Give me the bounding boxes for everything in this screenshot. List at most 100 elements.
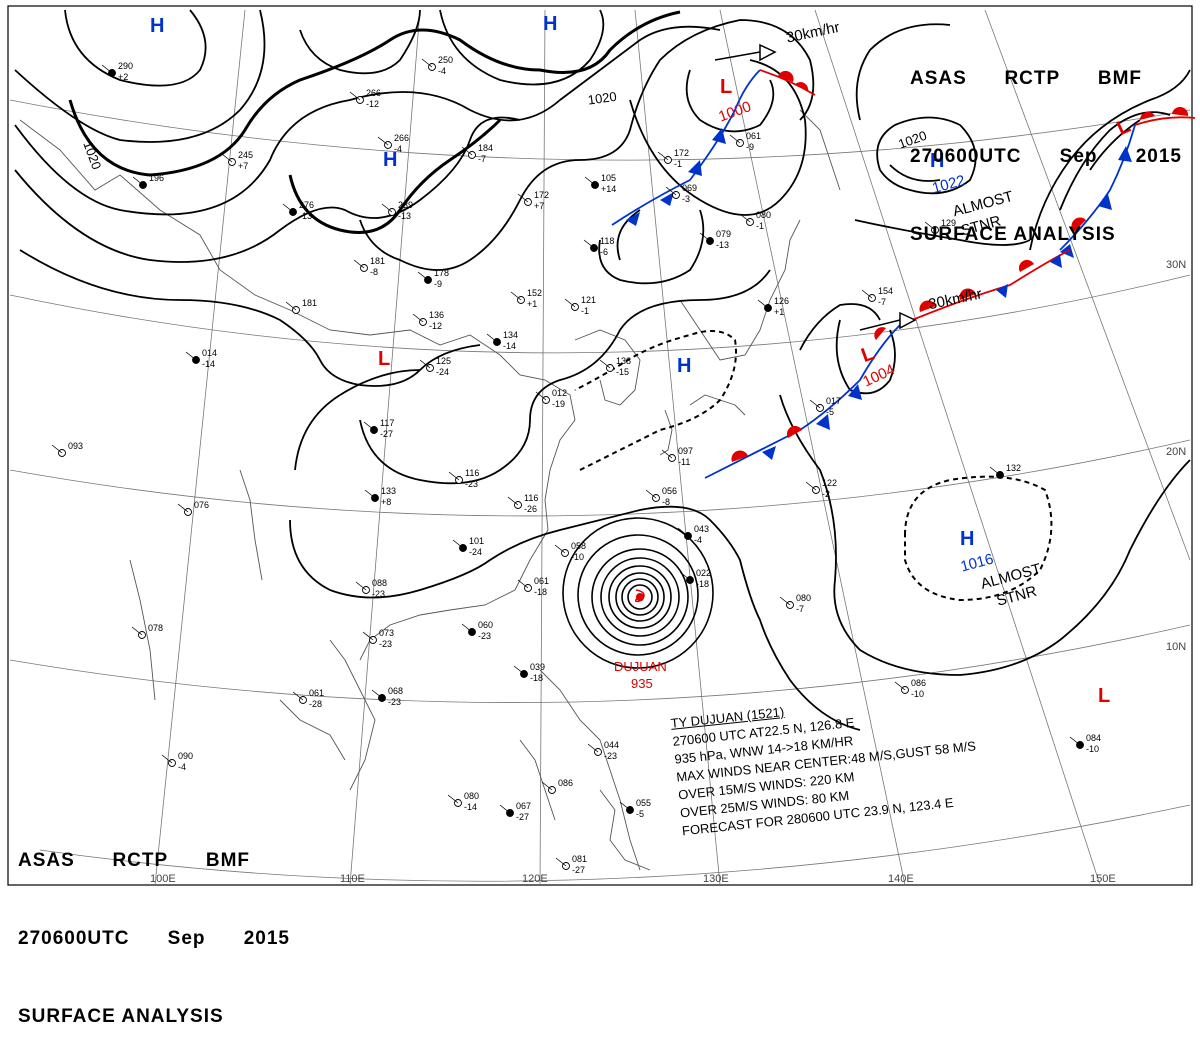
station-tendency: -15: [616, 367, 629, 377]
station-plot: 060-23: [461, 620, 493, 641]
lon-label-140e: 140E: [888, 873, 914, 885]
station-pressure: 239: [398, 200, 413, 210]
wind-barb: [221, 153, 233, 163]
warm-front-east: [1071, 106, 1196, 232]
wind-barb: [419, 359, 431, 369]
station-plot: 181-8: [353, 256, 385, 277]
low-center-5: L: [1098, 685, 1110, 707]
station-plot: 044-23: [587, 740, 619, 761]
station-pressure: 097: [678, 446, 693, 456]
station-plot: 118-6: [583, 236, 614, 257]
station-tendency: +14: [601, 184, 616, 194]
station-plot: 069-3: [665, 183, 697, 204]
station-plot: 090-4: [161, 751, 193, 772]
station-plot: 136-12: [412, 310, 444, 331]
wind-barb: [447, 794, 459, 804]
station-plot: 086: [541, 778, 573, 794]
station-plot: 084-10: [1069, 733, 1101, 754]
station-tendency: -1: [581, 306, 589, 316]
header-top-code-3: BMF: [1097, 68, 1142, 89]
wind-barb: [809, 399, 821, 409]
high-center-4: H: [930, 150, 944, 172]
station-pressure: 126: [774, 296, 789, 306]
header-top-year: 2015: [1135, 146, 1182, 167]
header-top: ASAS RCTP BMF 270600UTC Sep 2015 SURFACE…: [910, 14, 1182, 274]
wind-barb: [461, 146, 473, 156]
isobars: [14, 9, 1191, 731]
station-plot: 076: [177, 500, 209, 516]
wind-barb: [739, 213, 751, 223]
station-pressure: 250: [438, 55, 453, 65]
station-tendency: -7: [478, 154, 486, 164]
station-plot: 058-10: [554, 541, 586, 562]
station-plot: 073-23: [362, 628, 394, 649]
station-tendency: -1: [756, 221, 764, 231]
wind-barb: [661, 449, 673, 459]
station-pressure: 154: [878, 286, 893, 296]
wind-barb: [282, 203, 294, 213]
station-tendency: -18: [696, 579, 709, 589]
wind-barb: [894, 681, 906, 691]
high-center-5: H: [677, 355, 691, 377]
station-pressure: 073: [379, 628, 394, 638]
station-tendency: +7: [534, 201, 544, 211]
station-pressure: 129: [941, 218, 956, 228]
wind-barb: [362, 631, 374, 641]
station-pressure: 080: [756, 210, 771, 220]
wind-barb: [131, 626, 143, 636]
wind-barb: [381, 203, 393, 213]
station-tendency: -10: [571, 552, 584, 562]
station-plot: 239-13: [381, 200, 413, 221]
wind-barb: [177, 503, 189, 513]
wind-barb: [421, 58, 433, 68]
station-pressure: 152: [527, 288, 542, 298]
station-pressure: 081: [572, 854, 587, 864]
wind-barb: [1069, 736, 1081, 746]
station-pressure: 172: [674, 148, 689, 158]
station-tendency: -12: [366, 99, 379, 109]
typhoon-name: DUJUAN: [614, 659, 667, 674]
station-plot: 181: [285, 298, 317, 314]
header-top-time: 270600UTC: [910, 146, 1022, 167]
wind-barb: [599, 359, 611, 369]
wind-barb: [377, 136, 389, 146]
wind-barb: [924, 221, 936, 231]
station-tendency: -4: [694, 535, 702, 545]
wind-barb: [729, 134, 741, 144]
station-tendency: -6: [600, 247, 608, 257]
station-tendency: -13: [716, 240, 729, 250]
station-tendency: +8: [381, 497, 391, 507]
station-pressure: 105: [601, 173, 616, 183]
station-plot: 093: [51, 441, 83, 457]
station-pressure: 125: [436, 356, 451, 366]
station-plot: 133+8: [364, 486, 396, 507]
station-plot: 184-7: [461, 143, 493, 164]
station-pressure: 122: [822, 478, 837, 488]
wind-barb: [513, 665, 525, 675]
wind-barb: [417, 271, 429, 281]
lon-label-150e: 150E: [1090, 873, 1116, 885]
header-bottom: ASAS RCTP BMF 270600UTC Sep 2015 SURFACE…: [18, 796, 290, 1056]
station-tendency: -8: [662, 497, 670, 507]
typhoon-symbol: [635, 589, 645, 603]
station-plot: 122-2: [805, 478, 837, 499]
station-plot: 138-15: [599, 356, 631, 377]
isobar-label-1: 1020: [587, 89, 618, 108]
station-plot: 056-8: [645, 486, 677, 507]
station-pressure: 039: [530, 662, 545, 672]
station-plot: 116-26: [507, 493, 538, 514]
wind-barb: [861, 289, 873, 299]
station-plot: 022-18: [679, 568, 711, 589]
motion-arrows: [714, 43, 917, 331]
station-pressure: 058: [571, 541, 586, 551]
coastlines: [19, 109, 841, 871]
station-plot: 078: [131, 623, 163, 639]
typhoon-pressure: 935: [631, 676, 653, 691]
wind-barb: [665, 186, 677, 196]
lat-label-30n: 30N: [1166, 259, 1186, 271]
station-plot: 250-4: [421, 55, 453, 76]
lat-label-10n: 10N: [1166, 641, 1186, 653]
station-tendency: +2: [118, 72, 128, 82]
station-tendency: -7: [878, 297, 886, 307]
station-tendency: -14: [503, 341, 516, 351]
